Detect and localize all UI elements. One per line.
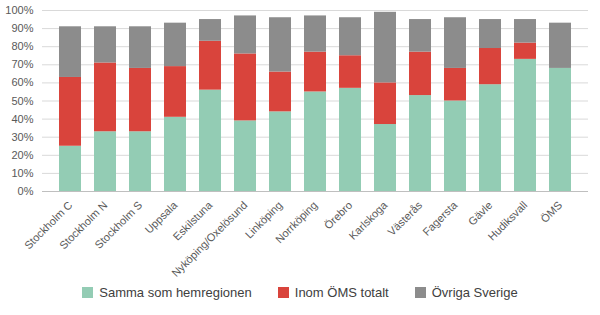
svg-text:0%: 0%	[18, 185, 34, 197]
svg-text:Fagersta: Fagersta	[420, 198, 460, 238]
svg-text:50%: 50%	[11, 95, 33, 107]
svg-text:Stockholm N: Stockholm N	[56, 198, 110, 252]
svg-text:Nyköping/Oxelösund: Nyköping/Oxelösund	[169, 199, 249, 279]
svg-text:Hudiksvall: Hudiksvall	[485, 199, 529, 243]
svg-text:70%: 70%	[11, 58, 33, 70]
svg-text:60%: 60%	[11, 76, 33, 88]
svg-text:Norrköping: Norrköping	[273, 199, 320, 246]
svg-text:80%: 80%	[11, 40, 33, 52]
svg-text:Uppsala: Uppsala	[142, 198, 180, 236]
svg-text:40%: 40%	[11, 113, 33, 125]
html-text:Samma som hemregionen: Samma som hemregionen	[99, 285, 252, 300]
html-text:Övriga Sverige: Övriga Sverige	[431, 285, 518, 300]
svg-text:Västerås: Västerås	[385, 198, 425, 238]
svg-text:Stockholm C: Stockholm C	[21, 198, 75, 252]
svg-text:90%: 90%	[11, 22, 33, 34]
svg-text:ÖMS: ÖMS	[538, 199, 564, 225]
svg-text:Karlskoga: Karlskoga	[346, 198, 390, 242]
svg-text:30%: 30%	[11, 131, 33, 143]
svg-text:100%: 100%	[5, 4, 33, 16]
svg-text:Stockholm S: Stockholm S	[92, 199, 144, 251]
svg-text:Eskilstuna: Eskilstuna	[170, 198, 215, 243]
svg-text:Örebro: Örebro	[322, 199, 355, 232]
svg-text:20%: 20%	[11, 149, 33, 161]
svg-text:10%: 10%	[11, 167, 33, 179]
html-text:Inom ÖMS totalt: Inom ÖMS totalt	[294, 285, 389, 300]
svg-text:Gävle: Gävle	[466, 199, 495, 228]
svg-text:Linköping: Linköping	[242, 198, 285, 241]
